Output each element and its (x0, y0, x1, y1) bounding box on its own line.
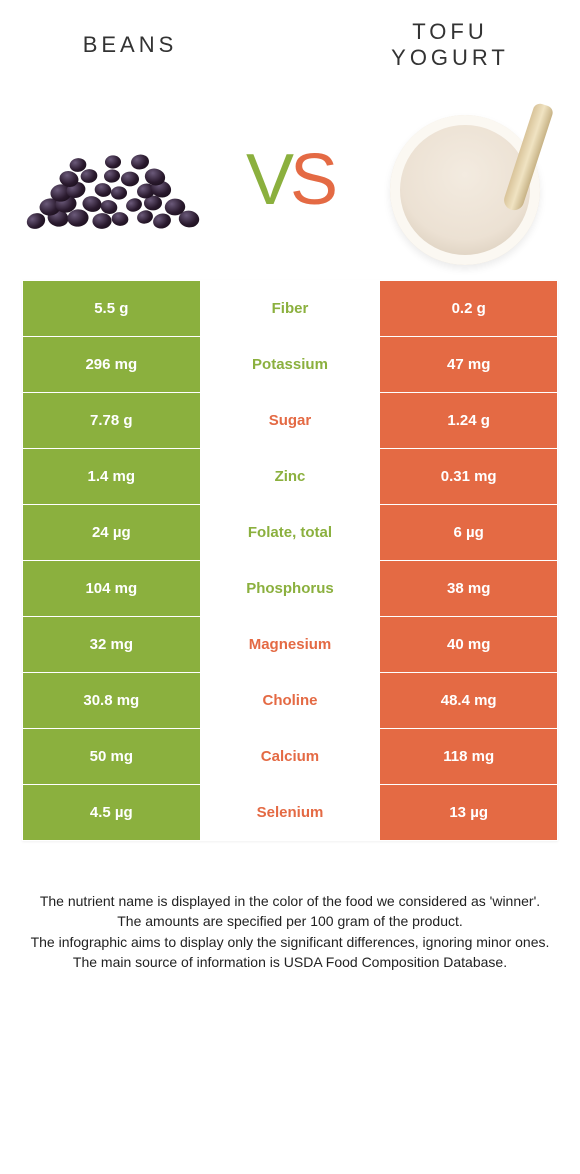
nutrient-label: Phosphorus (200, 561, 380, 617)
table-row: 24 µgFolate, total6 µg (23, 505, 558, 561)
table-row: 104 mgPhosphorus38 mg (23, 561, 558, 617)
table-row: 1.4 mgZinc0.31 mg (23, 449, 558, 505)
left-value: 5.5 g (23, 281, 201, 337)
nutrient-label: Calcium (200, 729, 380, 785)
left-value: 4.5 µg (23, 785, 201, 841)
beans-image (25, 105, 195, 255)
footnote-line: The amounts are specified per 100 gram o… (30, 911, 550, 931)
comparison-table: 5.5 gFiber0.2 g296 mgPotassium47 mg7.78 … (22, 280, 558, 841)
footnote-line: The main source of information is USDA F… (30, 952, 550, 972)
nutrient-label: Sugar (200, 393, 380, 449)
hero-row: VS (0, 90, 580, 280)
nutrient-label: Magnesium (200, 617, 380, 673)
right-value: 0.2 g (380, 281, 558, 337)
right-value: 38 mg (380, 561, 558, 617)
header: BEANS TOFU YOGURT (0, 0, 580, 90)
right-value: 13 µg (380, 785, 558, 841)
right-value: 118 mg (380, 729, 558, 785)
table-row: 50 mgCalcium118 mg (23, 729, 558, 785)
table-row: 4.5 µgSelenium13 µg (23, 785, 558, 841)
right-food-title: TOFU YOGURT (350, 19, 550, 72)
table-row: 296 mgPotassium47 mg (23, 337, 558, 393)
left-value: 50 mg (23, 729, 201, 785)
footnotes: The nutrient name is displayed in the co… (30, 891, 550, 972)
nutrient-label: Zinc (200, 449, 380, 505)
left-value: 104 mg (23, 561, 201, 617)
nutrient-label: Folate, total (200, 505, 380, 561)
footnote-line: The infographic aims to display only the… (30, 932, 550, 952)
right-value: 48.4 mg (380, 673, 558, 729)
nutrient-label: Choline (200, 673, 380, 729)
nutrient-label: Potassium (200, 337, 380, 393)
right-value: 40 mg (380, 617, 558, 673)
left-value: 30.8 mg (23, 673, 201, 729)
right-value: 47 mg (380, 337, 558, 393)
table-row: 32 mgMagnesium40 mg (23, 617, 558, 673)
table-row: 30.8 mgCholine48.4 mg (23, 673, 558, 729)
footnote-line: The nutrient name is displayed in the co… (30, 891, 550, 911)
nutrient-label: Fiber (200, 281, 380, 337)
left-value: 24 µg (23, 505, 201, 561)
yogurt-image (385, 105, 555, 255)
left-value: 7.78 g (23, 393, 201, 449)
nutrient-label: Selenium (200, 785, 380, 841)
left-value: 296 mg (23, 337, 201, 393)
left-value: 32 mg (23, 617, 201, 673)
right-value: 1.24 g (380, 393, 558, 449)
left-value: 1.4 mg (23, 449, 201, 505)
table-row: 5.5 gFiber0.2 g (23, 281, 558, 337)
right-value: 6 µg (380, 505, 558, 561)
right-value: 0.31 mg (380, 449, 558, 505)
left-food-title: BEANS (30, 32, 230, 58)
vs-label: VS (246, 139, 334, 221)
table-row: 7.78 gSugar1.24 g (23, 393, 558, 449)
